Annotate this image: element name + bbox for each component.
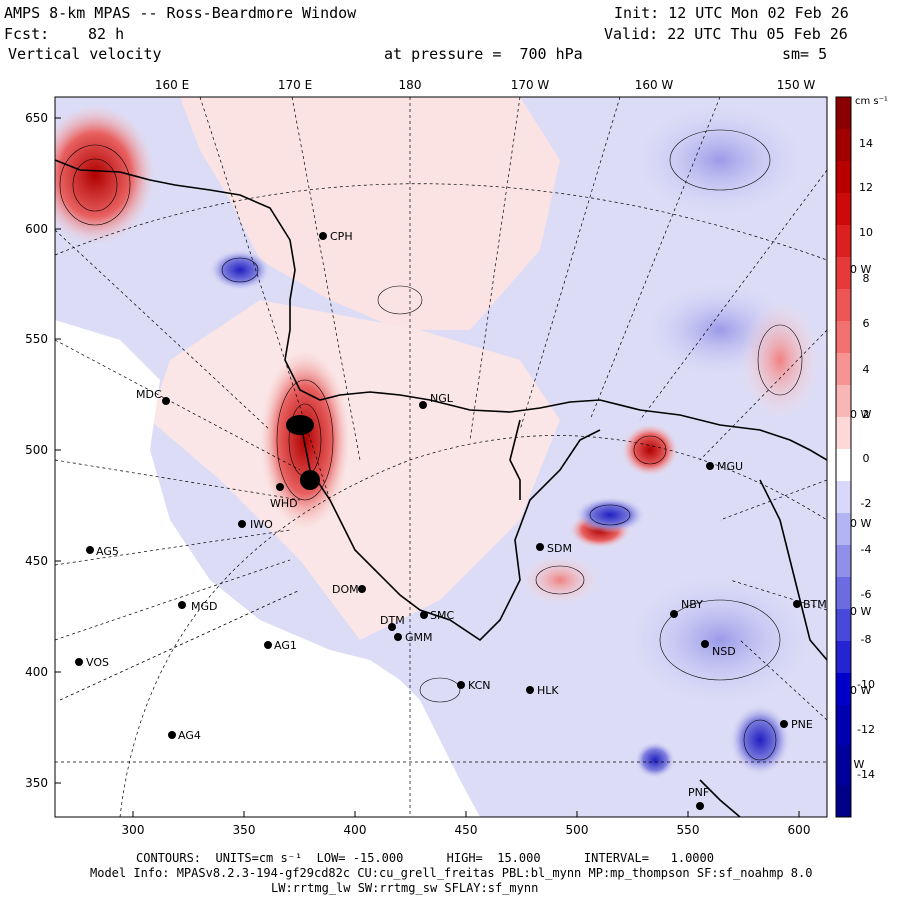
downdraft-core-se — [730, 705, 790, 775]
init-time: Init: 12 UTC Mon 02 Feb 26 — [614, 4, 849, 22]
contour-info: CONTOURS: UNITS=cm s⁻¹ LOW= -15.000 HIGH… — [136, 851, 714, 865]
colorbar-label: 14 — [859, 137, 873, 150]
colorbar-label: 4 — [863, 363, 870, 376]
updraft-area-e — [740, 300, 820, 420]
extreme-value-spot — [300, 470, 320, 490]
downdraft-core-nw — [210, 250, 270, 290]
station-label: NBY — [681, 598, 703, 611]
lon-label: 170 W — [511, 78, 550, 92]
colorbar-label: -12 — [857, 723, 875, 736]
station-label: CPH — [330, 230, 353, 243]
updraft-core-nw — [55, 105, 155, 245]
y-tick-label: 500 — [25, 443, 48, 457]
station-label: BTM — [803, 598, 827, 611]
stations: CPH MDC NGL MGU WHD IWO AG5 SDM MGD DOM … — [75, 230, 827, 810]
x-tick-label: 400 — [344, 823, 367, 837]
station-label: KCN — [468, 679, 491, 692]
downdraft-area-se — [620, 570, 820, 710]
lon-label: 150 W — [777, 78, 816, 92]
lon-label: 160 W — [635, 78, 674, 92]
station-label: IWO — [250, 518, 273, 531]
y-tick-label: 400 — [25, 665, 48, 679]
colorbar-label: -8 — [861, 633, 872, 646]
station-label: MGU — [717, 460, 743, 473]
updraft-core-east — [622, 424, 678, 476]
positive-region-2 — [150, 300, 560, 640]
downdraft-area-ne — [630, 100, 810, 220]
valid-time: Valid: 22 UTC Thu 05 Feb 26 — [604, 25, 848, 43]
y-axis-labels: 650 600 550 500 450 400 350 — [25, 111, 48, 790]
station-label: SDM — [547, 542, 572, 555]
station-label: MGD — [191, 600, 218, 613]
extreme-value-spot-2 — [286, 415, 314, 435]
colorbar-labels: 14 12 10 8 6 4 2 0 -2 -4 -6 -8 -10 -12 -… — [857, 137, 875, 781]
downdraft-core-east — [575, 497, 645, 533]
x-tick-label: 600 — [788, 823, 811, 837]
y-tick-label: 450 — [25, 554, 48, 568]
colorbar-label: 8 — [863, 272, 870, 285]
colorbar-label: -6 — [861, 588, 872, 601]
model-info: Model Info: MPASv8.2.3-194-gf29cd82c CU:… — [90, 866, 813, 880]
station-label: HLK — [537, 684, 559, 697]
station-label: PNE — [791, 718, 813, 731]
lon-label: 170 E — [278, 78, 312, 92]
lon-label: 160 E — [155, 78, 189, 92]
station-label: AG1 — [274, 639, 297, 652]
station-label: WHD — [270, 497, 298, 510]
y-ticks — [55, 117, 800, 817]
station-label: SMC — [430, 609, 454, 622]
downdraft-core-s — [635, 742, 675, 778]
colorbar-units: cm s⁻¹ — [855, 96, 888, 107]
graticule — [55, 97, 827, 817]
map-frame — [54, 96, 828, 818]
station-label: GMM — [405, 631, 433, 644]
station-label: NGL — [430, 392, 454, 405]
colorbar-label: 0 — [863, 452, 870, 465]
forecast-hour: 82 h — [88, 25, 125, 43]
x-tick-label: 300 — [122, 823, 145, 837]
no-data-region — [55, 320, 480, 817]
contour-lines — [59, 129, 803, 761]
x-tick-label: 450 — [455, 823, 478, 837]
positive-region — [180, 97, 560, 330]
colorbar — [835, 96, 852, 818]
x-tick-label: 550 — [677, 823, 700, 837]
colorbar-label: 2 — [863, 408, 870, 421]
x-tick-label: 500 — [566, 823, 589, 837]
station-label: DOM — [332, 583, 359, 596]
station-label: PNF — [688, 786, 709, 799]
updraft-area-s — [520, 555, 600, 605]
x-tick-label: 350 — [233, 823, 256, 837]
top-lon-labels: 160 E 170 E 180 170 W 160 W 150 W — [155, 78, 816, 92]
lon-label: 180 — [399, 78, 422, 92]
colorbar-label: 12 — [859, 181, 873, 194]
colorbar-label: 6 — [863, 317, 870, 330]
x-axis-labels: 300 350 400 450 500 550 600 — [122, 823, 811, 837]
y-tick-label: 550 — [25, 332, 48, 346]
forecast-label: Fcst: — [4, 25, 50, 43]
station-label: MDC — [136, 388, 162, 401]
smoothing-value: sm= 5 — [782, 45, 828, 63]
station-label: AG5 — [96, 545, 119, 558]
y-tick-label: 600 — [25, 222, 48, 236]
coastline — [55, 159, 827, 817]
station-label: AG4 — [178, 729, 201, 742]
colorbar-label: -4 — [861, 543, 872, 556]
colorbar-label: -2 — [861, 497, 872, 510]
station-label: DTM — [380, 614, 405, 627]
map-title: AMPS 8-km MPAS -- Ross-Beardmore Window — [4, 4, 357, 22]
y-tick-label: 650 — [25, 111, 48, 125]
colorbar-label: -14 — [857, 768, 875, 781]
station-label: VOS — [86, 656, 109, 669]
colorbar-label: -10 — [857, 678, 875, 691]
pressure-level: at pressure = 700 hPa — [384, 45, 583, 63]
y-tick-label: 350 — [25, 776, 48, 790]
field-layer — [55, 97, 827, 817]
variable-name: Vertical velocity — [8, 45, 162, 63]
model-info-2: LW:rrtmg_lw SW:rrtmg_sw SFLAY:sf_mynn — [271, 881, 539, 895]
station-label: NSD — [712, 645, 736, 658]
colorbar-label: 10 — [859, 226, 873, 239]
